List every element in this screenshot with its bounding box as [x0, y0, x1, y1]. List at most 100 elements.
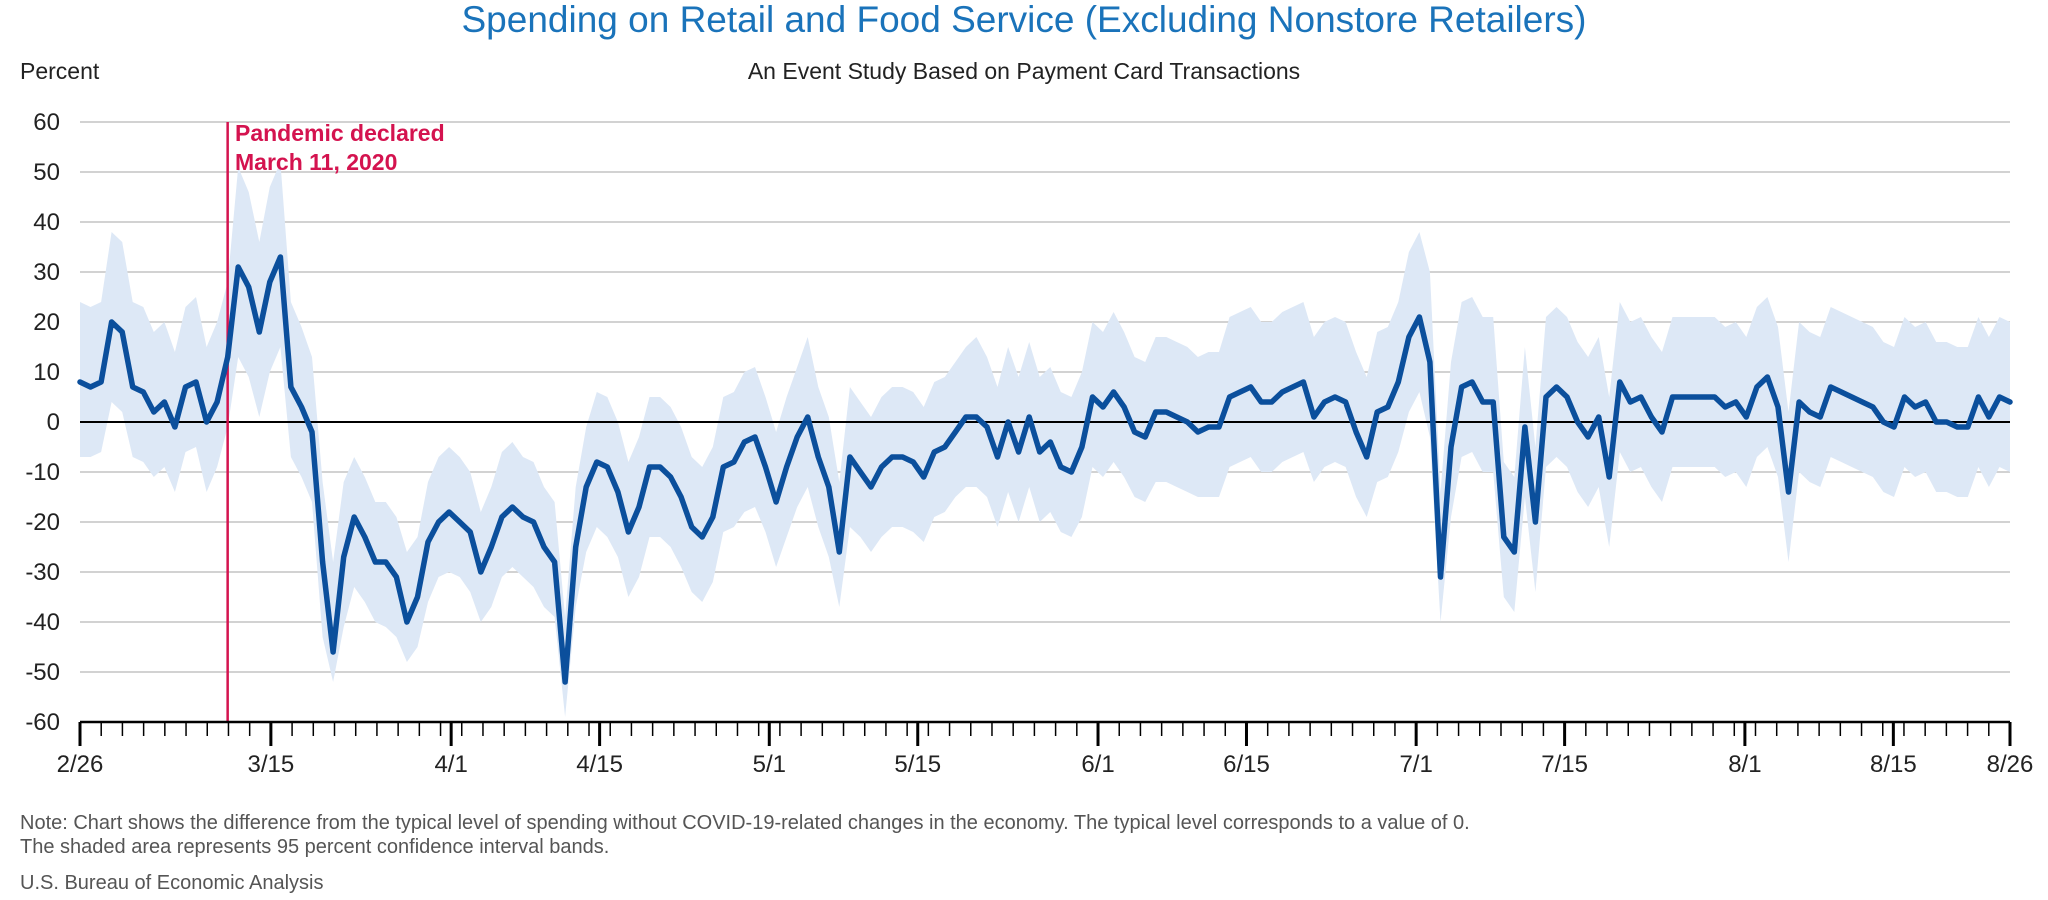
data-point	[1638, 394, 1644, 400]
data-point	[1237, 389, 1243, 395]
data-point	[1880, 419, 1886, 425]
data-point	[1807, 409, 1813, 415]
data-point	[309, 429, 315, 435]
data-point	[1933, 419, 1939, 425]
data-point	[1986, 414, 1992, 420]
data-point	[1332, 394, 1338, 400]
data-point	[552, 559, 558, 565]
data-point	[151, 409, 157, 415]
y-tick-label: 50	[33, 159, 60, 186]
data-point	[1427, 359, 1433, 365]
data-point	[393, 574, 399, 580]
x-tick-label: 6/15	[1223, 751, 1270, 778]
data-point	[1764, 374, 1770, 380]
data-point	[1828, 384, 1834, 390]
annotation-line-2: March 11, 2020	[235, 149, 397, 175]
data-point	[446, 509, 452, 515]
data-point	[815, 454, 821, 460]
data-point	[699, 534, 705, 540]
data-point	[1912, 404, 1918, 410]
data-point	[1522, 424, 1528, 430]
data-point	[1290, 384, 1296, 390]
data-point	[140, 389, 146, 395]
x-tick-label: 7/15	[1541, 751, 1588, 778]
data-point	[225, 354, 231, 360]
data-point	[752, 434, 758, 440]
data-point	[541, 544, 547, 550]
data-point	[942, 444, 948, 450]
data-point	[1838, 389, 1844, 395]
data-point	[973, 414, 979, 420]
data-point	[615, 489, 621, 495]
annotation-line-1: Pandemic declared	[235, 120, 445, 146]
data-point	[1068, 469, 1074, 475]
data-point	[1627, 399, 1633, 405]
confidence-band-area	[80, 162, 2010, 717]
data-point	[952, 429, 958, 435]
data-point	[1575, 419, 1581, 425]
data-point	[1311, 414, 1317, 420]
data-point	[773, 499, 779, 505]
data-point	[383, 559, 389, 565]
data-point	[1111, 389, 1117, 395]
data-point	[193, 379, 199, 385]
x-tick-label: 5/1	[753, 751, 786, 778]
x-tick-label: 3/15	[248, 751, 295, 778]
data-point	[520, 514, 526, 520]
data-point	[1026, 414, 1032, 420]
data-point	[1227, 394, 1233, 400]
data-point	[1353, 429, 1359, 435]
data-point	[1100, 404, 1106, 410]
data-point	[763, 464, 768, 470]
data-point	[372, 559, 378, 565]
data-point	[1722, 404, 1728, 410]
data-point	[1975, 394, 1981, 400]
data-point	[478, 569, 484, 575]
data-point	[235, 264, 241, 270]
data-point	[1659, 429, 1665, 435]
data-point	[668, 474, 674, 480]
data-point	[1016, 449, 1022, 455]
data-point	[1849, 394, 1855, 400]
y-tick-label: 30	[33, 259, 60, 286]
data-point	[1480, 399, 1486, 405]
data-point	[826, 484, 832, 490]
data-point	[1269, 399, 1275, 405]
data-point	[1216, 424, 1222, 430]
data-point	[1385, 404, 1391, 410]
data-point	[1037, 449, 1043, 455]
data-point	[731, 459, 737, 465]
data-point	[847, 454, 853, 460]
y-tick-label: -20	[25, 509, 60, 536]
y-tick-label: -40	[25, 609, 60, 636]
y-tick-label: -50	[25, 659, 60, 686]
chart-title: Spending on Retail and Food Service (Exc…	[462, 0, 1587, 40]
data-point	[1174, 414, 1180, 420]
data-point	[1902, 394, 1907, 400]
data-point	[794, 434, 800, 440]
data-point	[1047, 439, 1053, 445]
x-tick-label: 8/15	[1870, 751, 1917, 778]
data-point	[1680, 394, 1686, 400]
data-point	[1343, 399, 1349, 405]
data-point	[583, 484, 589, 490]
data-point	[330, 649, 336, 655]
data-point	[98, 379, 104, 385]
y-tick-label: 40	[33, 209, 60, 236]
x-tick-label: 4/1	[434, 751, 467, 778]
data-point	[1206, 424, 1211, 430]
data-point	[1712, 394, 1718, 400]
data-point	[931, 449, 937, 455]
data-point	[1142, 434, 1148, 440]
data-point	[351, 514, 357, 520]
data-point	[1121, 404, 1127, 410]
data-point	[1490, 399, 1496, 405]
data-point	[921, 474, 927, 480]
data-point	[1005, 419, 1011, 425]
data-point	[267, 279, 273, 285]
data-point	[1406, 334, 1412, 340]
data-point	[488, 544, 494, 550]
data-point	[1564, 394, 1570, 400]
y-tick-label: 0	[47, 409, 60, 436]
